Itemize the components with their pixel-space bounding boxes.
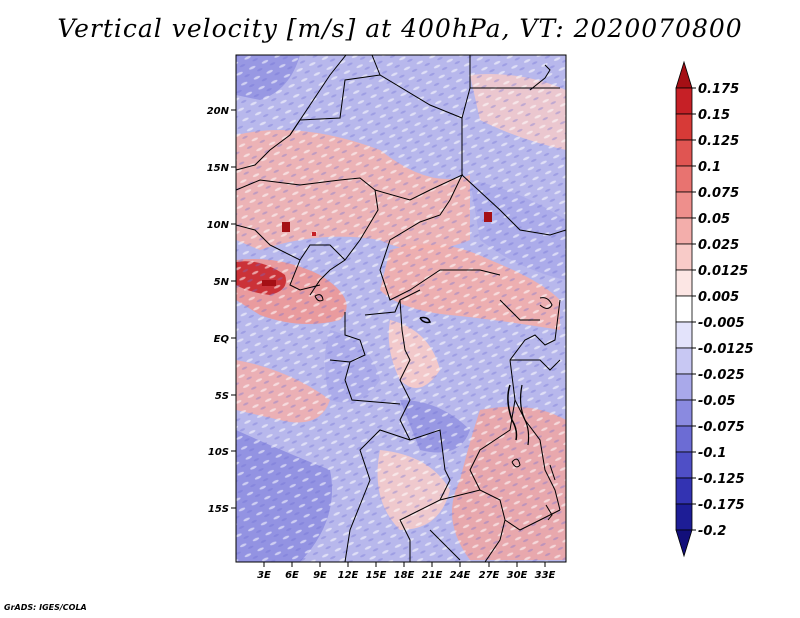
- colorbar-swatch: [675, 477, 693, 505]
- colorbar-label: 0.175: [698, 82, 739, 97]
- lon-label: 33E: [535, 570, 556, 581]
- colorbar-label: -0.025: [698, 368, 745, 383]
- colorbar-swatch: [675, 321, 693, 349]
- colorbar-swatch: [675, 191, 693, 219]
- latitude-axis: [231, 109, 236, 509]
- colorbar-label: 0.15: [698, 108, 730, 123]
- lon-label: 15E: [366, 570, 387, 581]
- colorbar-swatch: [675, 60, 693, 89]
- lat-label: EQ: [214, 334, 230, 345]
- colorbar-swatch: [675, 503, 693, 531]
- colorbar-swatch: [675, 295, 693, 323]
- colorbar-swatch: [675, 87, 693, 115]
- colorbar-label: -0.175: [698, 498, 745, 513]
- colorbar-label: -0.075: [698, 420, 745, 435]
- colorbar-label: -0.1: [698, 446, 726, 461]
- colorbar-label: -0.2: [698, 524, 726, 539]
- colorbar-label: -0.05: [698, 394, 735, 409]
- lat-label: 10N: [207, 220, 230, 231]
- lon-label: 24E: [450, 570, 471, 581]
- colorbar-label: -0.125: [698, 472, 745, 487]
- lon-label: 3E: [257, 570, 271, 581]
- colorbar-label: 0.005: [698, 290, 739, 305]
- colorbar-label: 0.075: [698, 186, 739, 201]
- lat-label: 15N: [207, 163, 230, 174]
- colorbar-swatch: [675, 243, 693, 271]
- lon-label: 12E: [338, 570, 359, 581]
- colorbar-swatch: [675, 373, 693, 401]
- colorbar-label: -0.0125: [698, 342, 754, 357]
- colorbar-swatch: [675, 139, 693, 167]
- lat-label: 20N: [207, 106, 230, 117]
- country-borders: [236, 55, 566, 562]
- lon-label: 18E: [394, 570, 415, 581]
- colorbar-swatch: [675, 347, 693, 375]
- colorbar-swatch: [675, 451, 693, 479]
- lat-label: 10S: [208, 447, 229, 458]
- lon-label: 21E: [422, 570, 443, 581]
- map-title: Vertical velocity [m/s] at 400hPa, VT: 2…: [57, 14, 743, 43]
- colorbar-label: 0.0125: [698, 264, 748, 279]
- lon-label: 6E: [285, 570, 299, 581]
- colorbar-label: 0.05: [698, 212, 730, 227]
- colorbar-swatch: [675, 165, 693, 193]
- colorbar-swatch: [675, 529, 693, 558]
- colorbar-label: -0.005: [698, 316, 745, 331]
- longitude-axis: [263, 562, 546, 567]
- colorbar-swatch: [675, 113, 693, 141]
- colorbar: 0.175 0.15 0.125 0.1 0.075 0.05 0.025 0.0125 0.0…: [675, 60, 754, 558]
- lat-label: 5S: [215, 391, 229, 402]
- map-frame: [235, 54, 567, 563]
- lon-label: 30E: [507, 570, 528, 581]
- colorbar-swatch: [675, 425, 693, 453]
- lon-label: 27E: [479, 570, 500, 581]
- lon-label: 9E: [313, 570, 327, 581]
- colorbar-label: 0.1: [698, 160, 721, 175]
- colorbar-label: 0.025: [698, 238, 739, 253]
- colorbar-swatch: [675, 217, 693, 245]
- colorbar-label: 0.125: [698, 134, 739, 149]
- colorbar-swatch: [675, 399, 693, 427]
- colorbar-swatch: [675, 269, 693, 297]
- credit-text: GrADS: IGES/COLA: [4, 603, 87, 612]
- lat-label: 5N: [214, 277, 230, 288]
- lat-label: 15S: [208, 504, 229, 515]
